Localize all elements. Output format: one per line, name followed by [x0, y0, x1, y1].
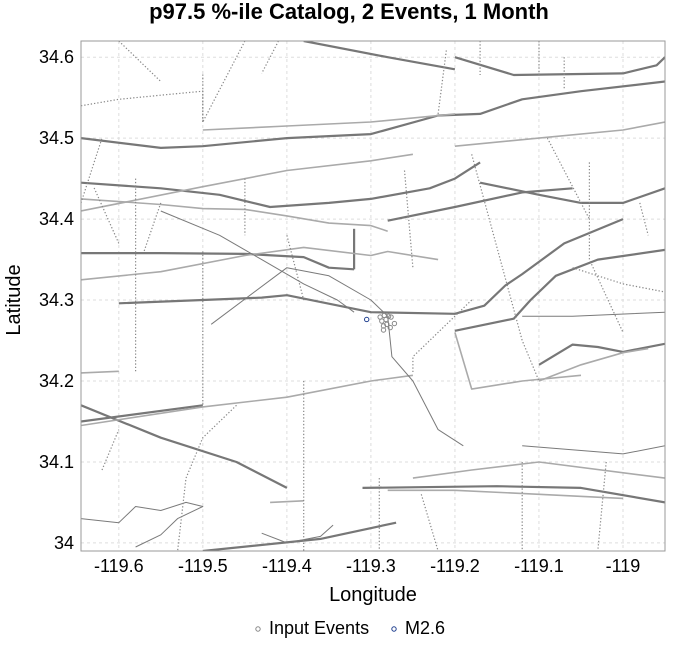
y-tick-label: 34.2: [39, 371, 74, 391]
fault-trace-dotted: [143, 202, 162, 252]
input-event-marker: [388, 314, 394, 320]
fault-trace-thin: [210, 267, 464, 447]
fault-trace-dotted: [177, 404, 237, 551]
fault-trace-light: [387, 489, 624, 500]
fault-trace-dotted: [81, 90, 204, 122]
x-tick-label: -119.1: [514, 556, 564, 576]
fault-trace-light: [454, 332, 582, 390]
fault-trace-dotted: [572, 267, 665, 293]
input-event-marker: [385, 313, 392, 319]
fault-trace-dark: [118, 218, 624, 315]
fault-trace-light: [412, 461, 665, 479]
fault-trace-dark: [303, 41, 456, 71]
fault-trace-light: [81, 374, 414, 427]
fault-trace-thin: [160, 210, 355, 313]
y-tick-labels: 34 34.1 34.2 34.3 34.4 34.5 34.6: [39, 47, 74, 553]
y-tick-label: 34.6: [39, 47, 74, 67]
fault-trace-light: [202, 113, 455, 131]
legend: Input Events M2.6: [255, 618, 445, 638]
legend-marker-m26: [391, 626, 397, 632]
input-event-marker: [387, 324, 393, 331]
input-event-marker: [383, 316, 389, 323]
fault-trace-dark: [387, 187, 573, 222]
fault-trace-dark: [81, 80, 665, 149]
x-tick-label: -119.5: [178, 556, 228, 576]
fault-trace-dotted: [546, 137, 590, 220]
fault-trace-dark: [362, 485, 665, 504]
fault-trace-light: [81, 153, 414, 212]
plot-frame: [80, 40, 666, 552]
legend-label-input-events: Input Events: [269, 618, 369, 638]
fault-trace-dark: [202, 521, 397, 551]
input-event-marker: [384, 321, 390, 328]
fault-trace-dotted: [101, 429, 120, 471]
fault-trace-light: [81, 370, 119, 374]
fault-trace-dotted: [286, 235, 305, 301]
fault-trace-dotted: [437, 49, 448, 114]
data-points: [363, 312, 398, 333]
fault-trace-dotted: [118, 41, 162, 82]
fault-trace-dark: [81, 404, 288, 489]
fault-trace-dark: [454, 248, 665, 332]
fault-trace-dotted: [588, 162, 624, 333]
x-tick-labels: -119.6 -119.5 -119.4 -119.3 -119.2 -119.1 -119: [94, 556, 640, 576]
fault-trace-light: [270, 500, 304, 504]
y-tick-label: 34.1: [39, 452, 74, 472]
x-tick-label: -119.2: [430, 556, 480, 576]
m26-event-marker: [363, 316, 370, 323]
fault-trace-thin: [522, 311, 665, 317]
chart-title: p97.5 %-ile Catalog, 2 Events, 1 Month: [149, 0, 549, 24]
fault-trace-dark: [538, 342, 665, 366]
fault-trace-dotted: [261, 41, 280, 74]
fault-trace-dark: [454, 56, 665, 77]
x-tick-label: -119.4: [262, 556, 312, 576]
fault-trace-dotted: [412, 299, 473, 373]
fault-trace-dotted: [471, 154, 540, 382]
x-axis-title: Longitude: [329, 584, 417, 606]
fault-trace-light: [81, 198, 388, 232]
fault-trace-dark: [81, 161, 481, 209]
x-tick-label: -119: [606, 556, 641, 576]
input-event-marker: [391, 320, 398, 327]
fault-trace-dotted: [93, 186, 120, 244]
fault-trace-dark: [81, 252, 355, 271]
y-axis-title: Latitude: [3, 264, 25, 335]
fault-trace-light: [538, 347, 649, 382]
legend-marker-input-events: [255, 626, 261, 632]
fault-trace-dotted: [597, 461, 607, 551]
fault-trace-light: [81, 246, 439, 281]
input-event-marker: [380, 327, 387, 333]
y-tick-label: 34.4: [39, 209, 74, 229]
legend-label-m26: M2.6: [405, 618, 445, 638]
fault-trace-dotted: [202, 41, 246, 123]
fault-traces: [81, 41, 665, 551]
fault-trace-dotted: [81, 137, 103, 204]
fault-trace-dark: [81, 404, 203, 423]
y-tick-label: 34.3: [39, 290, 74, 310]
fault-trace-thin: [522, 445, 665, 455]
x-tick-label: -119.3: [346, 556, 396, 576]
x-tick-label: -119.6: [94, 556, 144, 576]
fault-trace-thin: [81, 501, 204, 548]
fault-trace-light: [454, 121, 665, 147]
y-tick-label: 34.5: [39, 128, 74, 148]
fault-trace-dotted: [639, 202, 649, 236]
y-tick-label: 34: [54, 533, 74, 553]
grid: [81, 41, 665, 551]
